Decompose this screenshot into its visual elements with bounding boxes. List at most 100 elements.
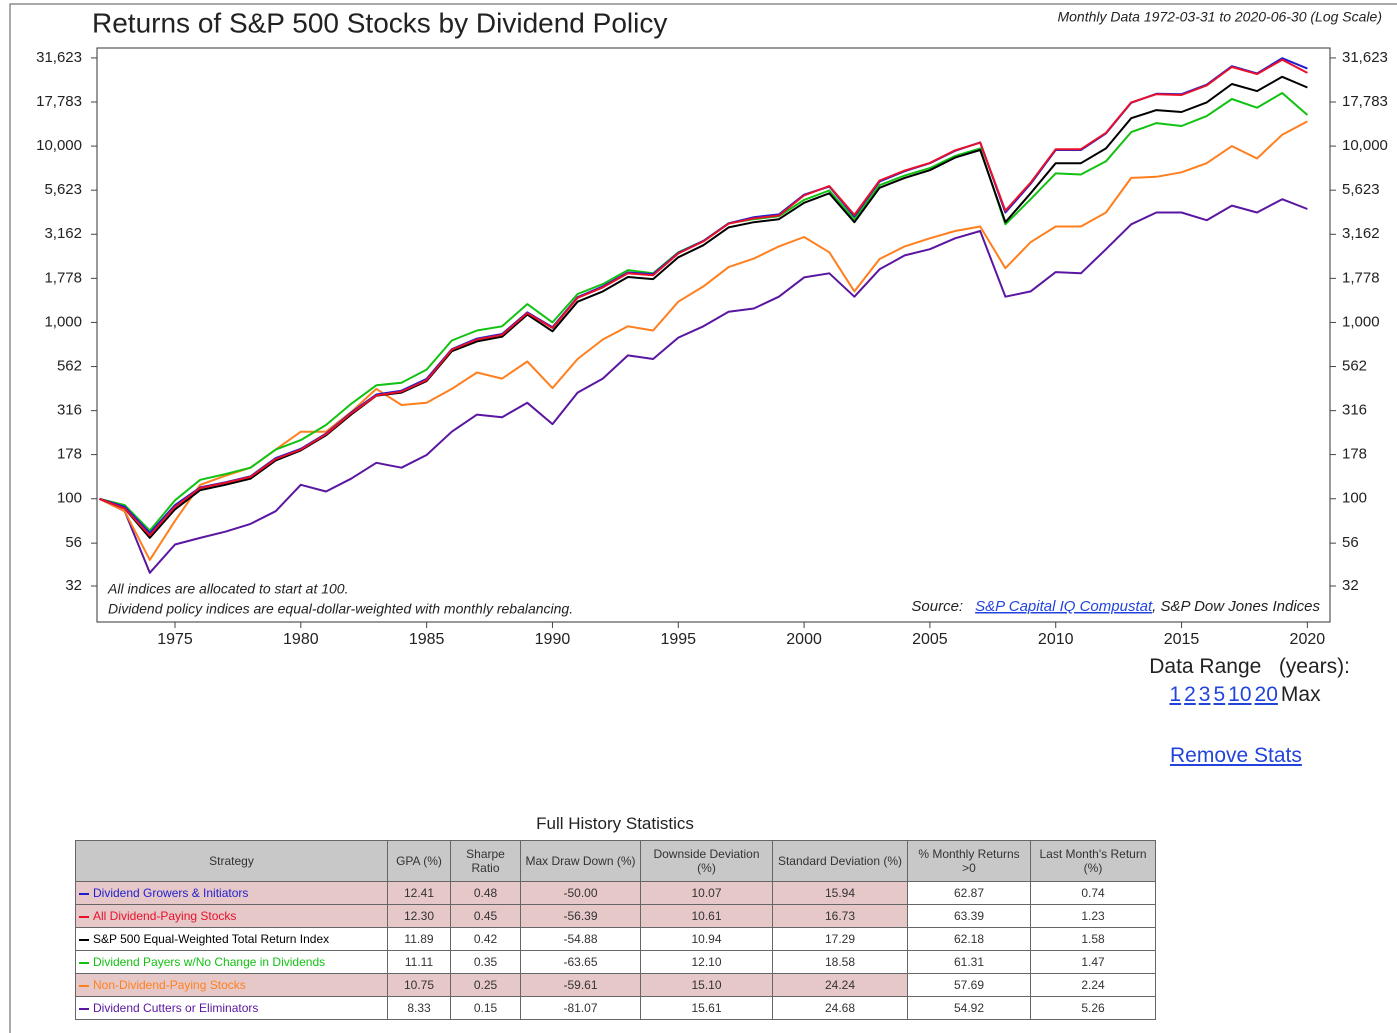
- stat-cell: -59.61: [520, 973, 641, 997]
- range-option[interactable]: 2: [1184, 683, 1196, 706]
- source-rest: , S&P Dow Jones Indices: [1152, 598, 1320, 615]
- stat-cell: 11.89: [387, 927, 451, 951]
- stat-cell: -63.65: [520, 950, 641, 974]
- y2-tick-label: 31,623: [1342, 49, 1388, 66]
- stat-cell: 0.35: [450, 950, 521, 974]
- stat-cell: 0.45: [450, 904, 521, 928]
- stat-cell: 24.68: [772, 996, 908, 1020]
- range-label: Data Range (years):: [1149, 655, 1350, 678]
- range-current: Max: [1280, 683, 1321, 706]
- strategy-cell: Dividend Cutters or Eliminators: [75, 996, 388, 1020]
- source-label: Source:: [911, 598, 963, 615]
- stat-cell: 10.61: [640, 904, 773, 928]
- y2-tick-label: 32: [1342, 577, 1359, 594]
- annotation: All indices are allocated to start at 10…: [107, 581, 348, 597]
- stat-cell: 0.42: [450, 927, 521, 951]
- y2-tick-label: 1,778: [1342, 269, 1380, 286]
- stat-cell: 11.11: [387, 950, 451, 974]
- stats-row: Non-Dividend-Paying Stocks 10.75 0.25 -59.6…: [75, 973, 1156, 997]
- stat-cell: 12.10: [640, 950, 773, 974]
- legend-swatch: [79, 938, 89, 941]
- range-option[interactable]: 1: [1169, 683, 1182, 706]
- y-tick-label: 562: [57, 358, 82, 375]
- data-range: Data Range (years): 1 2 3 5 10 20 Max: [1100, 655, 1350, 707]
- strategy-cell: All Dividend-Paying Stocks: [75, 904, 388, 928]
- x-tick-label: 2005: [912, 631, 948, 648]
- stats-title: Full History Statistics: [536, 814, 694, 833]
- stats-row: Dividend Payers w/No Change in Dividends…: [75, 950, 1156, 974]
- y2-tick-label: 562: [1342, 358, 1367, 375]
- x-tick-label: 1995: [660, 631, 696, 648]
- stat-cell: 1.58: [1030, 927, 1156, 951]
- header-row: Strategy GPA (%) Sharpe Ratio Max Draw Down…: [75, 840, 1156, 882]
- stat-cell: 0.15: [450, 996, 521, 1020]
- y-tick-label: 100: [57, 490, 82, 507]
- stat-cell: 1.47: [1030, 950, 1156, 974]
- series-line: [99, 58, 1308, 537]
- remove-stats[interactable]: Remove Stats: [1170, 744, 1302, 767]
- stat-cell: 15.61: [640, 996, 773, 1020]
- stats-table: Strategy GPA (%) Sharpe Ratio Max Draw Down…: [75, 840, 1156, 1020]
- stats-row: S&P 500 Equal-Weighted Total Return Inde…: [75, 927, 1156, 951]
- stat-cell: 2.24: [1030, 973, 1156, 997]
- stat-cell: 18.58: [772, 950, 908, 974]
- header-cell: Last Month's Return (%): [1030, 840, 1156, 882]
- stat-cell: 15.94: [772, 881, 908, 905]
- legend-swatch: [79, 961, 89, 964]
- y-tick-label: 56: [65, 534, 82, 551]
- strategy-cell: Dividend Growers & Initiators: [75, 881, 388, 905]
- series-line: [99, 120, 1308, 561]
- series-line: [99, 198, 1308, 574]
- stat-cell: 0.25: [450, 973, 521, 997]
- legend-swatch: [79, 1007, 89, 1010]
- stat-cell: 15.10: [640, 973, 773, 997]
- stats-row: All Dividend-Paying Stocks 12.30 0.45 -56.3…: [75, 904, 1156, 928]
- stat-cell: 57.69: [907, 973, 1031, 997]
- stat-cell: -50.00: [520, 881, 641, 905]
- range-option[interactable]: 5: [1213, 683, 1226, 706]
- strategy-cell: Dividend Payers w/No Change in Dividends: [75, 950, 388, 974]
- strategy-cell: Non-Dividend-Paying Stocks: [75, 973, 388, 997]
- x-tick-label: 1985: [409, 631, 445, 648]
- chart-subtitle: Monthly Data 1972-03-31 to 2020-06-30 (L…: [1057, 9, 1382, 25]
- x-tick-label: 2015: [1164, 631, 1200, 648]
- range-option[interactable]: 20: [1254, 683, 1278, 706]
- y-tick-label: 316: [57, 402, 82, 419]
- y-tick-label: 1,000: [44, 313, 82, 330]
- range-option[interactable]: 3: [1198, 683, 1211, 706]
- y-tick-label: 5,623: [44, 181, 82, 198]
- y2-tick-label: 1,000: [1342, 313, 1380, 330]
- header-cell: Max Draw Down (%): [520, 840, 641, 882]
- x-tick-label: 1990: [535, 631, 571, 648]
- stat-cell: 5.26: [1030, 996, 1156, 1020]
- stat-cell: 24.24: [772, 973, 908, 997]
- legend-swatch: [79, 915, 89, 918]
- range-options: 1 2 3 5 10 20 Max: [1100, 683, 1350, 707]
- y-tick-label: 31,623: [36, 49, 82, 66]
- series-line: [99, 75, 1308, 539]
- stat-cell: 16.73: [772, 904, 908, 928]
- y-tick-label: 3,162: [44, 225, 82, 242]
- header-cell: Standard Deviation (%): [772, 840, 908, 882]
- stat-cell: 10.07: [640, 881, 773, 905]
- range-option[interactable]: 10: [1228, 683, 1252, 706]
- stat-cell: 62.87: [907, 881, 1031, 905]
- x-tick-label: 2020: [1290, 631, 1326, 648]
- stat-cell: 63.39: [907, 904, 1031, 928]
- stat-cell: 12.41: [387, 881, 451, 905]
- x-tick-label: 2010: [1038, 631, 1074, 648]
- x-tick-label: 1980: [283, 631, 319, 648]
- header-cell: Strategy: [75, 840, 388, 882]
- strategy-name: Non-Dividend-Paying Stocks: [93, 978, 246, 992]
- stat-cell: 0.74: [1030, 881, 1156, 905]
- header-cell: % Monthly Returns >0: [907, 840, 1031, 882]
- stat-cell: 62.18: [907, 927, 1031, 951]
- header-cell: Sharpe Ratio: [450, 840, 521, 882]
- strategy-name: All Dividend-Paying Stocks: [93, 909, 237, 923]
- series-line: [99, 92, 1309, 532]
- y2-tick-label: 56: [1342, 534, 1359, 551]
- source-link[interactable]: S&P Capital IQ Compustat: [975, 598, 1153, 615]
- stat-cell: 61.31: [907, 950, 1031, 974]
